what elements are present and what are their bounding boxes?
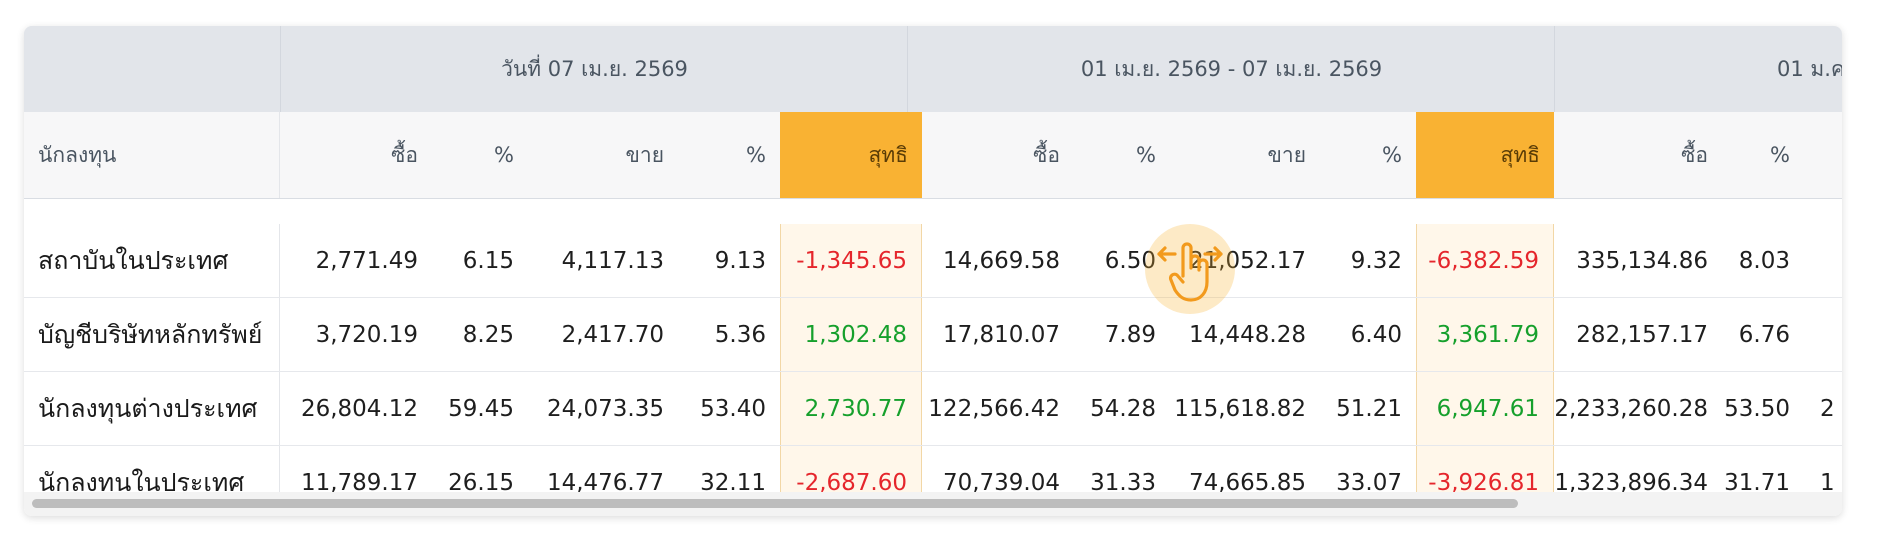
period-header-daily: วันที่ 07 เม.ย. 2569 xyxy=(280,26,908,112)
sell-pct: 33.07 xyxy=(1336,469,1402,496)
table-row: สถาบันในประเทศ 2,771.49 6.15 4,117.13 9.… xyxy=(24,224,1842,298)
buy-value: 335,134.86 xyxy=(1576,247,1708,274)
buy-value: 2,233,260.28 xyxy=(1554,395,1708,422)
sell-value: 2 xyxy=(1820,395,1835,422)
buy-pct: 53.50 xyxy=(1724,395,1790,422)
col-header-buy[interactable]: ซื้อ xyxy=(1033,142,1060,167)
buy-pct: 26.15 xyxy=(448,469,514,496)
buy-pct: 8.25 xyxy=(462,321,514,348)
col-header-investor: นักลงทุน xyxy=(24,112,280,198)
period-header-row: วันที่ 07 เม.ย. 2569 01 เม.ย. 2569 - 07 … xyxy=(24,26,1842,113)
horizontal-scrollbar[interactable] xyxy=(24,492,1842,516)
investor-name: บัญชีบริษัทหลักทรัพย์ xyxy=(24,298,280,371)
col-header-sell[interactable]: ขาย xyxy=(1267,142,1306,167)
scrollbar-thumb[interactable] xyxy=(32,499,1518,508)
sell-value: 14,476.77 xyxy=(546,469,664,496)
buy-pct: 6.76 xyxy=(1738,321,1790,348)
buy-value: 2,771.49 xyxy=(315,247,418,274)
sell-pct: 6.40 xyxy=(1350,321,1402,348)
col-header-buy-pct[interactable]: % xyxy=(494,143,514,167)
swipe-hand-icon xyxy=(1145,224,1235,314)
buy-pct: 7.89 xyxy=(1104,321,1156,348)
investor-name: สถาบันในประเทศ xyxy=(24,224,280,297)
col-header-net[interactable]: สุทธิ xyxy=(780,112,922,198)
sell-value: 2,417.70 xyxy=(561,321,664,348)
net-value: 2,730.77 xyxy=(780,372,922,445)
buy-pct: 59.45 xyxy=(448,395,514,422)
period-header-ytd: 01 ม.ค. 2 xyxy=(1554,26,1842,112)
buy-value: 1,323,896.34 xyxy=(1554,469,1708,496)
net-value: 3,361.79 xyxy=(1416,298,1554,371)
sell-value: 4,117.13 xyxy=(561,247,664,274)
buy-value: 26,804.12 xyxy=(300,395,418,422)
sell-pct: 53.40 xyxy=(700,395,766,422)
investor-name: นักลงทุนต่างประเทศ xyxy=(24,372,280,445)
buy-value: 3,720.19 xyxy=(315,321,418,348)
sell-pct: 9.13 xyxy=(714,247,766,274)
net-value: 6,947.61 xyxy=(1416,372,1554,445)
buy-pct: 6.50 xyxy=(1104,247,1156,274)
col-header-sell[interactable]: ขาย xyxy=(625,142,664,167)
sell-value: 14,448.28 xyxy=(1188,321,1306,348)
net-value: -1,345.65 xyxy=(780,224,922,297)
buy-value: 282,157.17 xyxy=(1576,321,1708,348)
buy-pct: 8.03 xyxy=(1738,247,1790,274)
buy-value: 17,810.07 xyxy=(942,321,1060,348)
sell-value: 74,665.85 xyxy=(1188,469,1306,496)
table-row: บัญชีบริษัทหลักทรัพย์ 3,720.19 8.25 2,41… xyxy=(24,298,1842,372)
sell-value xyxy=(1804,224,1842,297)
investor-trading-table: วันที่ 07 เม.ย. 2569 01 เม.ย. 2569 - 07 … xyxy=(24,26,1842,516)
buy-pct: 54.28 xyxy=(1090,395,1156,422)
table-row: นักลงทุนต่างประเทศ 26,804.12 59.45 24,07… xyxy=(24,372,1842,446)
sell-value: 1 xyxy=(1820,469,1835,496)
sell-pct: 9.32 xyxy=(1350,247,1402,274)
net-value: 1,302.48 xyxy=(780,298,922,371)
buy-value: 14,669.58 xyxy=(942,247,1060,274)
sell-pct: 32.11 xyxy=(700,469,766,496)
column-header-row: นักลงทุน ซื้อ % ขาย % สุทธิ ซื้อ % ขาย %… xyxy=(24,112,1842,199)
sell-value xyxy=(1804,298,1842,371)
col-header-net[interactable]: สุทธิ xyxy=(1416,112,1554,198)
buy-pct: 31.71 xyxy=(1724,469,1790,496)
buy-value: 11,789.17 xyxy=(300,469,418,496)
col-header-buy-pct[interactable]: % xyxy=(1136,143,1156,167)
buy-pct: 6.15 xyxy=(462,247,514,274)
col-header-buy[interactable]: ซื้อ xyxy=(391,142,418,167)
col-header-buy-pct[interactable]: % xyxy=(1770,143,1790,167)
sell-pct: 5.36 xyxy=(714,321,766,348)
col-header-sell-pct[interactable]: % xyxy=(746,143,766,167)
buy-value: 70,739.04 xyxy=(942,469,1060,496)
col-header-sell-pct[interactable]: % xyxy=(1382,143,1402,167)
period-header-weekly: 01 เม.ย. 2569 - 07 เม.ย. 2569 xyxy=(907,26,1555,112)
col-header-buy[interactable]: ซื้อ xyxy=(1681,142,1708,167)
buy-pct: 31.33 xyxy=(1090,469,1156,496)
sell-pct: 51.21 xyxy=(1336,395,1402,422)
net-value: -6,382.59 xyxy=(1416,224,1554,297)
sell-value: 24,073.35 xyxy=(546,395,664,422)
sell-value: 115,618.82 xyxy=(1174,395,1306,422)
buy-value: 122,566.42 xyxy=(928,395,1060,422)
period-header-corner xyxy=(24,26,280,112)
